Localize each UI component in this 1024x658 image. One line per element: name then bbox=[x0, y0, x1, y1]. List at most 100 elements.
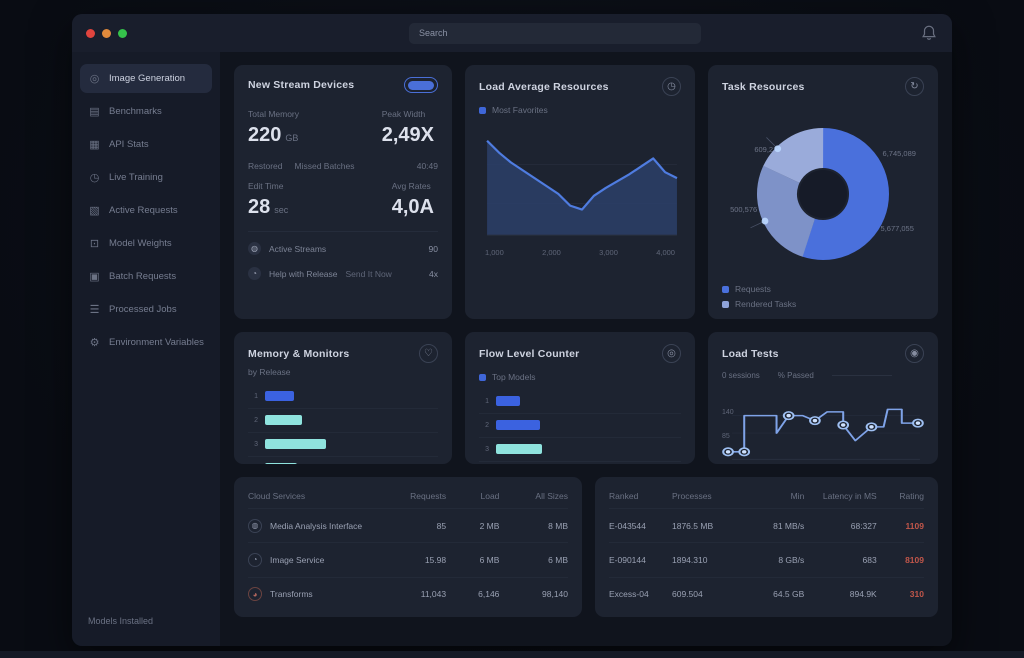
column-header: Load bbox=[480, 490, 500, 501]
search-input[interactable]: Search bbox=[409, 22, 701, 44]
sidebar-item-model-weights[interactable]: ⊡ Model Weights bbox=[80, 229, 212, 258]
sidebar-item-label: Active Requests bbox=[109, 205, 178, 216]
table-cell: 85 bbox=[436, 520, 447, 531]
devices-row-streams[interactable]: ◍ Active Streams 90 bbox=[248, 236, 438, 261]
y-tick-label: 2 bbox=[254, 416, 258, 424]
sidebar-item-batch-requests[interactable]: ▣ Batch Requests bbox=[80, 262, 212, 291]
x-tick-label: 2,000 bbox=[542, 248, 561, 257]
bar[interactable] bbox=[265, 439, 326, 449]
bar[interactable] bbox=[265, 415, 303, 425]
table-cell: 6 MB bbox=[479, 554, 500, 565]
column-header: Min bbox=[790, 490, 805, 501]
donut-marker-dot bbox=[761, 217, 769, 225]
y-tick-label: 3 bbox=[485, 445, 489, 453]
bar-row: 2 bbox=[479, 414, 681, 438]
x-tick-label: 4,000 bbox=[656, 248, 675, 257]
sidebar-item-processed-jobs[interactable]: ☰ Processed Jobs bbox=[80, 295, 212, 324]
legend-item: Requests bbox=[722, 284, 796, 294]
y-tick-label: 3 bbox=[254, 440, 258, 448]
sidebar-item-live-training[interactable]: ◷ Live Training bbox=[80, 163, 212, 192]
devices-toggle[interactable] bbox=[404, 77, 438, 93]
legend-swatch bbox=[479, 373, 486, 381]
x-tick-label: 1,000 bbox=[485, 248, 504, 257]
search-placeholder: Search bbox=[419, 28, 448, 38]
column-header: Requests bbox=[410, 490, 447, 501]
table-row[interactable]: Excess-04 609.504 64.5 GB 894.9K 310 bbox=[609, 578, 924, 611]
bar-row: 1 bbox=[479, 390, 681, 414]
heart-icon[interactable]: ♡ bbox=[419, 344, 438, 363]
table-cell: 6,146 bbox=[478, 589, 500, 600]
bar[interactable] bbox=[265, 463, 298, 464]
area-chart: 1,000 2,000 3,000 4,000 bbox=[479, 125, 681, 257]
card-stream-devices: New Stream Devices Total Memory 220 GB Pe… bbox=[234, 65, 452, 319]
sidebar-item-benchmarks[interactable]: ▤ Benchmarks bbox=[80, 97, 212, 126]
sidebar-item-label: Processed Jobs bbox=[109, 304, 177, 315]
table-cell: E-043544 bbox=[609, 520, 646, 531]
stat-value: 4,0A bbox=[391, 196, 434, 218]
table-cell: 11,043 bbox=[420, 589, 447, 600]
stats-icon: ▦ bbox=[89, 139, 100, 151]
rating-value: 8109 bbox=[905, 554, 924, 565]
sidebar-item-environment-variables[interactable]: ⚙ Environment Variables bbox=[80, 328, 212, 357]
step-chart: 140850:001:002:003:004:00 bbox=[722, 386, 924, 464]
table-cell: 81 MB/s bbox=[773, 520, 805, 531]
area-legend: Most Favorites bbox=[479, 105, 681, 115]
sidebar-item-label: Environment Variables bbox=[109, 337, 204, 348]
table-row[interactable]: E-090144 1894.310 8 GB/s 683 8109 bbox=[609, 543, 924, 578]
table-row[interactable]: E-043544 1876.5 MB 81 MB/s 68:327 1109 bbox=[609, 509, 924, 544]
table-row[interactable]: ◔ Image Service 15.98 6 MB 6 MB bbox=[248, 543, 568, 578]
card-title: Load Average Resources bbox=[479, 80, 609, 93]
table-row[interactable]: ◍ Media Analysis Interface 85 2 MB 8 MB bbox=[248, 509, 568, 544]
y-tick-label: 140 bbox=[722, 409, 734, 417]
legend-item: Rendered Tasks bbox=[722, 299, 796, 309]
bar-row: 3 bbox=[479, 438, 681, 462]
card-title: Memory & Monitors bbox=[248, 347, 350, 360]
donut-chart: 609,218 6,745,089 500,576 5,677,055 bbox=[722, 96, 924, 284]
sidebar-item-image-generation[interactable]: ◎ Image Generation bbox=[80, 64, 212, 93]
card-title: Flow Level Counter bbox=[479, 347, 580, 360]
legend-swatch bbox=[722, 300, 729, 308]
generation-icon: ◎ bbox=[89, 73, 100, 85]
stat-value: 220 GB bbox=[248, 124, 299, 146]
bar[interactable] bbox=[496, 444, 542, 454]
titlebar: Search bbox=[72, 14, 952, 52]
bar[interactable] bbox=[265, 391, 294, 401]
stat-label: Total Memory bbox=[248, 109, 300, 119]
sidebar-item-api-stats[interactable]: ▦ API Stats bbox=[80, 130, 212, 159]
donut-callout: 5,677,055 bbox=[880, 223, 914, 233]
refresh-icon[interactable]: ↻ bbox=[905, 77, 924, 96]
minimize-window-button[interactable] bbox=[102, 28, 111, 38]
notifications-bell-icon[interactable] bbox=[920, 24, 938, 42]
table-cell: 64.5 GB bbox=[773, 589, 805, 600]
donut-marker-dot bbox=[774, 145, 782, 152]
jobs-icon: ☰ bbox=[89, 304, 100, 316]
sidebar-item-label: Batch Requests bbox=[109, 271, 177, 282]
record-icon[interactable]: ◉ bbox=[905, 344, 924, 363]
maximize-window-button[interactable] bbox=[118, 28, 127, 38]
y-tick-label: 1 bbox=[254, 392, 258, 400]
rating-value: 310 bbox=[909, 589, 924, 600]
bar[interactable] bbox=[496, 420, 541, 430]
devices-row-help[interactable]: ◔ Help with Release Send It Now 4x bbox=[248, 261, 438, 286]
card-load-tests: Load Tests ◉ 0 sessions % Passed 140850:… bbox=[708, 332, 938, 464]
bar-row: 3 bbox=[248, 433, 438, 457]
table-cell: 1876.5 MB bbox=[672, 520, 714, 531]
dock-strip bbox=[0, 651, 1024, 658]
table-cell: 8 MB bbox=[548, 520, 568, 531]
sidebar-item-active-requests[interactable]: ▧ Active Requests bbox=[80, 196, 212, 225]
table-row[interactable]: ◕ Transforms 11,043 6,146 98,140 bbox=[248, 578, 568, 611]
app-window: Search ◎ Image Generation ▤ Benchmarks ▦ API … bbox=[72, 14, 952, 646]
weights-icon: ⊡ bbox=[89, 238, 100, 250]
clock-icon[interactable]: ◷ bbox=[662, 77, 681, 96]
bar[interactable] bbox=[496, 396, 521, 406]
table-cell: 15.98 bbox=[424, 554, 447, 565]
card-title: Task Resources bbox=[722, 80, 805, 93]
service-icon: ◔ bbox=[248, 552, 262, 567]
target-icon[interactable]: ◎ bbox=[662, 344, 681, 363]
card-task-resources: Task Resources ↻ 609,218 6,745,089 500,5… bbox=[708, 65, 938, 319]
column-header: All Sizes bbox=[535, 490, 568, 501]
flow-legend: Top Models bbox=[479, 372, 681, 382]
close-window-button[interactable] bbox=[86, 28, 95, 38]
